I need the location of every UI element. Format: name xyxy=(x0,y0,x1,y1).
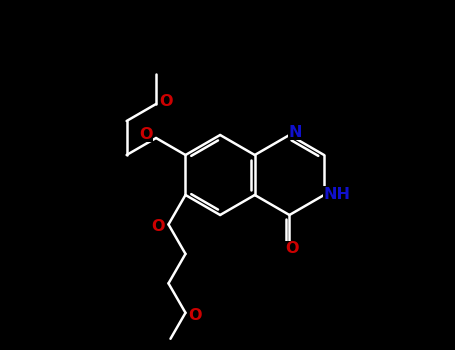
Text: O: O xyxy=(285,241,298,256)
Text: NH: NH xyxy=(324,187,350,202)
Text: N: N xyxy=(288,125,302,140)
Text: O: O xyxy=(189,308,202,323)
Text: O: O xyxy=(159,94,173,109)
Text: O: O xyxy=(139,127,153,142)
Text: O: O xyxy=(152,219,165,234)
